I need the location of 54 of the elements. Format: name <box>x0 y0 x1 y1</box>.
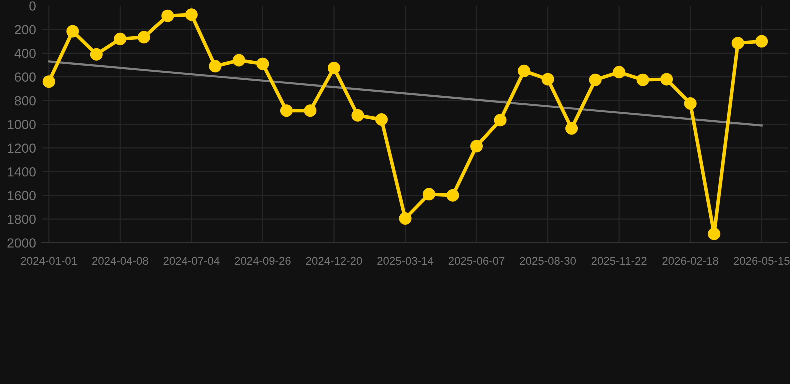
point <box>304 104 317 118</box>
point <box>589 74 602 86</box>
y-tick-label: 1200 <box>8 144 36 154</box>
point <box>708 228 721 240</box>
y-tick-label: 200 <box>15 25 36 35</box>
point <box>375 114 388 126</box>
y-tick-label: 400 <box>14 48 36 58</box>
point <box>256 58 270 70</box>
y-tick-label: 0 <box>30 2 36 11</box>
point <box>209 60 222 73</box>
y-tick-label: 800 <box>15 96 36 106</box>
point <box>542 73 554 86</box>
point <box>566 122 578 135</box>
point <box>138 31 150 44</box>
x-tick-label: 2026-02-18 <box>662 257 719 266</box>
point <box>518 64 531 78</box>
point <box>280 104 293 118</box>
point <box>636 74 650 86</box>
x-tick-label: 2024-09-26 <box>235 257 291 266</box>
point <box>470 140 484 153</box>
x-tick-label: 2025-03-14 <box>378 257 434 266</box>
y-tick-label: 1800 <box>8 214 36 224</box>
line-series <box>48 60 763 127</box>
x-tick-label: 2024-01-01 <box>21 257 78 266</box>
x-tick-label: 2025-11-22 <box>592 257 647 266</box>
point <box>114 32 127 46</box>
point <box>660 73 674 86</box>
point <box>494 114 507 127</box>
point <box>66 25 80 38</box>
point <box>328 62 340 74</box>
y-tick-label: 2000 <box>8 238 36 248</box>
point <box>732 37 744 50</box>
point <box>399 212 412 225</box>
x-tick-label: 2024-04-08 <box>92 257 148 266</box>
point <box>162 10 174 22</box>
point <box>42 76 56 88</box>
y-tick-label: 1400 <box>8 167 36 177</box>
x-tick-label: 2025-06-07 <box>448 257 505 266</box>
y-tick-label: 600 <box>15 72 36 82</box>
x-tick-label: 2026-05-15 <box>734 257 790 266</box>
point <box>613 66 626 79</box>
x-tick-label: 2024-07-04 <box>164 257 220 266</box>
point <box>756 35 768 48</box>
point <box>185 8 198 22</box>
y-tick-label: 1000 <box>8 120 36 130</box>
point <box>352 109 364 122</box>
point <box>446 189 460 202</box>
x-tick-label: 2025-08-30 <box>520 257 576 266</box>
point <box>232 54 246 67</box>
x-tick-label: 2024-12-20 <box>306 257 362 266</box>
y-tick-label: 1600 <box>8 191 36 201</box>
point <box>684 98 697 110</box>
point <box>423 188 436 201</box>
point <box>90 48 103 61</box>
